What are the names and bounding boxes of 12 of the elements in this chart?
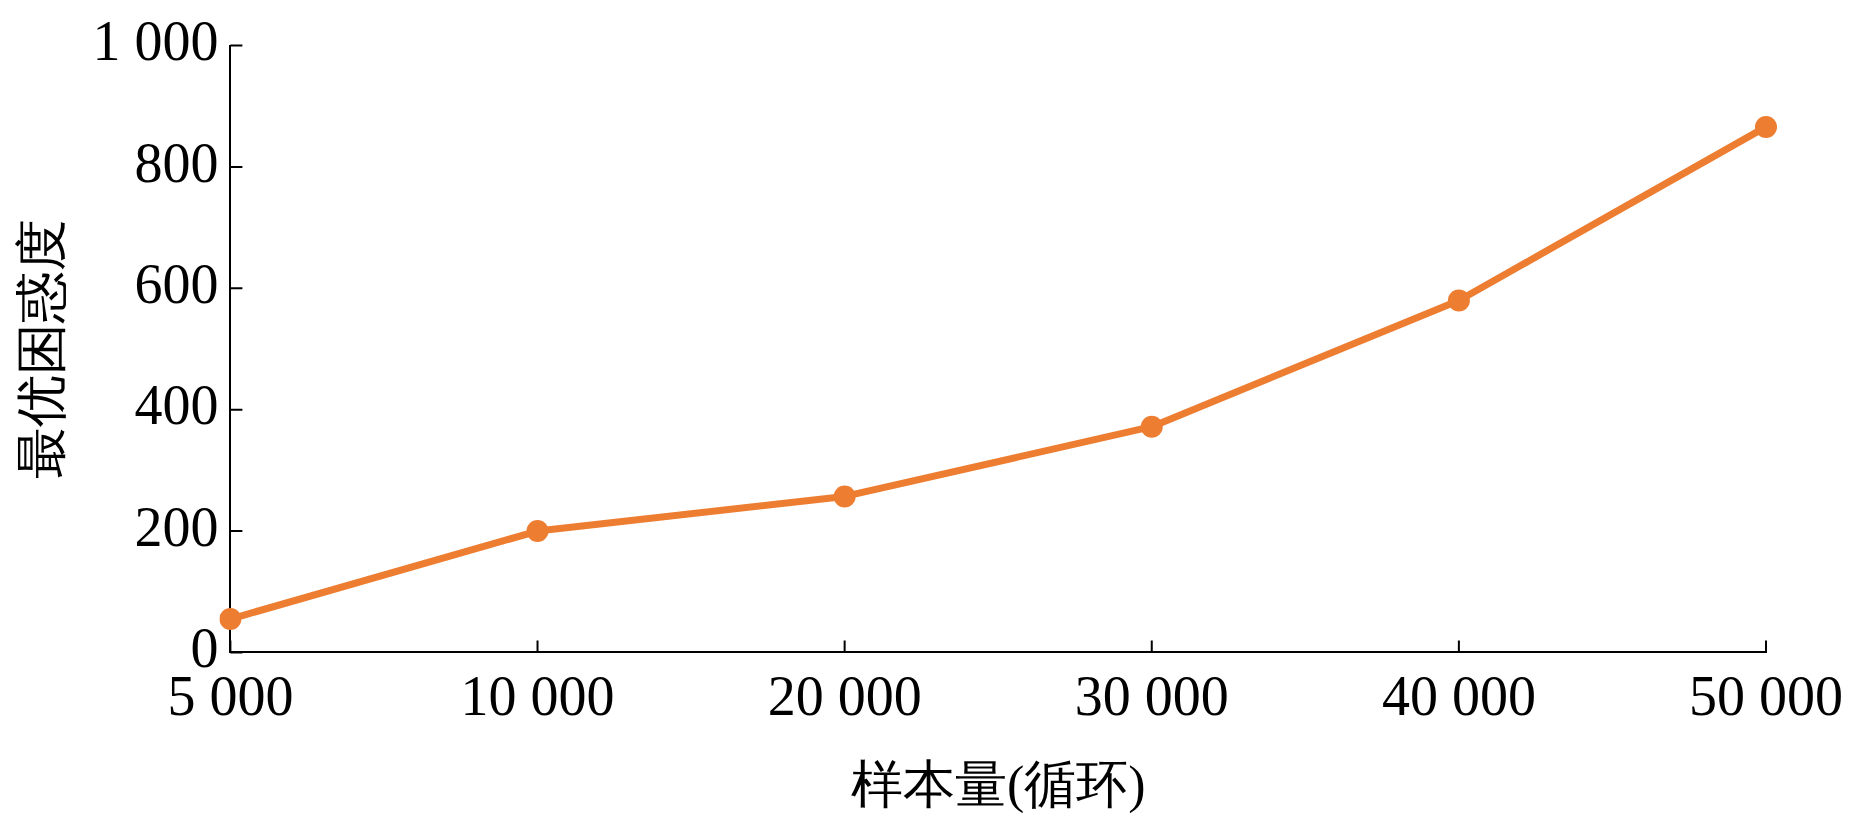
y-tick-label: 200 xyxy=(134,495,219,558)
x-tick-label: 50 000 xyxy=(1689,664,1843,727)
y-tick-label: 1 000 xyxy=(92,10,219,73)
x-axis-title: 样本量(循环) xyxy=(850,756,1146,815)
y-axis-title: 最优困惑度 xyxy=(12,219,70,479)
x-tick-label: 30 000 xyxy=(1074,664,1229,727)
y-tick-label: 400 xyxy=(134,374,219,437)
x-tick-label: 20 000 xyxy=(767,664,922,727)
y-tick-label: 600 xyxy=(134,253,219,316)
x-tick-label: 40 000 xyxy=(1381,664,1536,727)
x-tick-label: 10 000 xyxy=(460,664,615,727)
y-tick-label: 800 xyxy=(134,131,219,194)
